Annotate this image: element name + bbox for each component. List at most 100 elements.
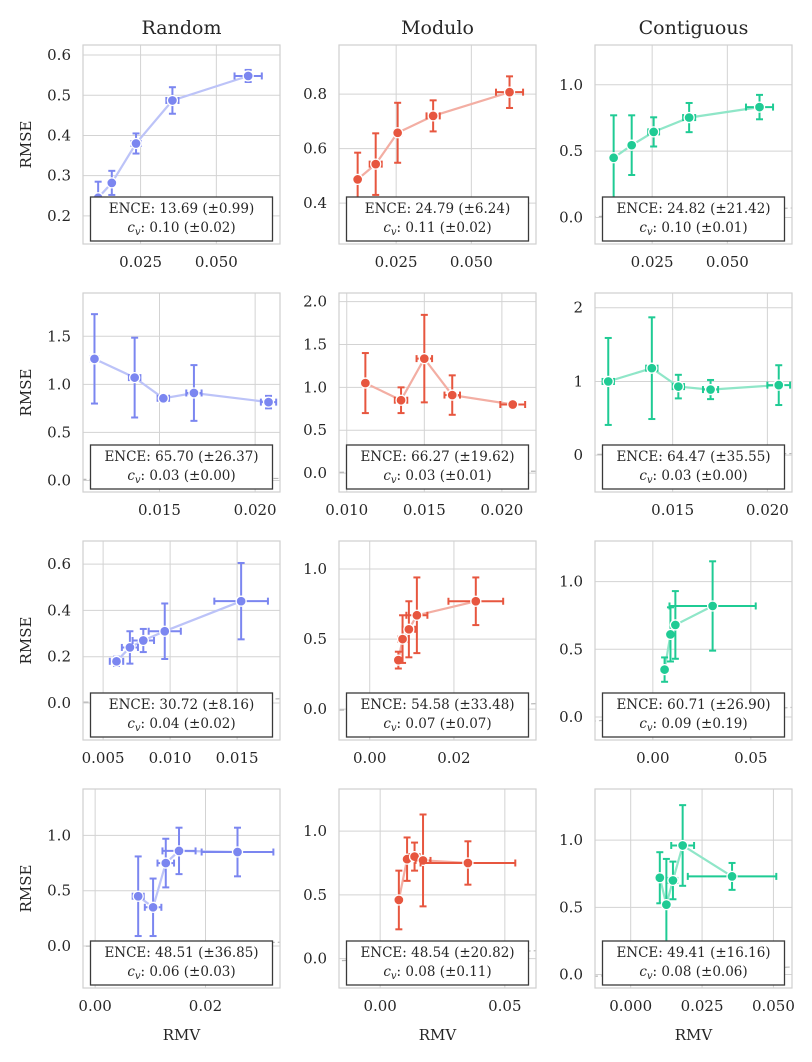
metrics-annotation: ENCE: 64.47 (±35.55) cv: 0.03 (±0.00): [601, 444, 786, 490]
ence-value: ENCE: 54.58 (±33.48): [360, 697, 514, 713]
y-tick-label: 1.0: [559, 831, 583, 849]
annotation-box: [601, 692, 786, 738]
y-tick-label: 1.0: [303, 560, 327, 578]
y-tick-label: 1.0: [47, 826, 71, 844]
cv-number: 0.04 (±0.02): [149, 716, 235, 732]
data-point: [507, 398, 519, 411]
plot-content: [351, 75, 525, 208]
x-tick-label: 0.00: [636, 749, 669, 767]
axes-frame: [82, 292, 281, 493]
x-tick-label: 0.02: [437, 749, 470, 767]
y-tick-label: 0.4: [47, 601, 71, 619]
y-tick-label: 0.5: [47, 423, 71, 441]
subplot-panel: 0.025 0.050 0.2 0.3 0.4 0.5 0.6 ENCE: 13.69 (±0…: [47, 44, 281, 271]
ence-value: ENCE: 48.51 (±36.85): [104, 945, 258, 961]
data-point: [446, 389, 458, 401]
y-tick-label: 0.2: [47, 648, 71, 666]
data-point: [242, 70, 254, 82]
y-tick-label: 0.0: [47, 694, 71, 712]
y-tick-label: 0.0: [303, 464, 327, 482]
cv-value: cv: 0.11 (±0.02): [383, 220, 491, 238]
data-point: [395, 394, 407, 406]
annotation-box: [601, 444, 786, 490]
plot-content: [339, 313, 536, 473]
cv-number: 0.03 (±0.01): [405, 468, 491, 484]
x-tick-label: 0.015: [216, 749, 259, 767]
y-tick-label: 1.0: [559, 573, 583, 591]
y-tick-label: 0.8: [303, 85, 327, 103]
data-point: [672, 380, 684, 393]
y-tick-label: 0.6: [47, 46, 71, 64]
data-point: [654, 872, 666, 884]
y-tick-label: 0.6: [47, 555, 71, 573]
y-tick-label: 0.6: [303, 140, 327, 158]
cv-number: 0.08 (±0.11): [405, 964, 491, 980]
axes-frame: [594, 788, 793, 989]
subplot-panel: 0.00 0.05 0.0 0.5 1.0 ENCE: 48.54 (±20.82) cv:…: [303, 788, 537, 1015]
cv-number: 0.10 (±0.02): [149, 220, 235, 236]
x-tick-label: 0.05: [734, 749, 767, 767]
x-axis-label: RMV: [675, 1026, 714, 1044]
y-tick-label: 1.5: [47, 327, 71, 345]
cv-value: cv: 0.07 (±0.07): [383, 716, 491, 734]
data-point: [664, 628, 677, 641]
metrics-annotation: ENCE: 24.82 (±21.42) cv: 0.10 (±0.01): [601, 196, 786, 242]
plot-content: [595, 560, 792, 722]
metrics-annotation: ENCE: 54.58 (±33.48) cv: 0.07 (±0.07): [345, 692, 530, 738]
ence-value: ENCE: 60.71 (±26.90): [616, 697, 770, 713]
subplot-panel: 0.025 0.050 0.4 0.6 0.8 ENCE: 24.79 (±6.24) cv…: [303, 44, 537, 271]
x-tick-label: 0.010: [149, 749, 192, 767]
axes-frame: [338, 788, 537, 989]
x-tick-label: 0.050: [706, 253, 749, 271]
data-point: [660, 898, 673, 911]
plot-content: [83, 561, 280, 703]
cv-number: 0.11 (±0.02): [405, 220, 491, 236]
ence-value: ENCE: 49.41 (±16.16): [616, 945, 770, 961]
y-axis-label: RMSE: [17, 617, 35, 665]
ence-value: ENCE: 65.70 (±26.37): [104, 449, 258, 465]
data-point: [262, 396, 275, 408]
data-point: [110, 655, 123, 667]
x-tick-label: 0.020: [746, 501, 789, 519]
data-point: [706, 600, 719, 612]
x-tick-label: 0.025: [631, 253, 674, 271]
plot-content: [92, 68, 263, 215]
subplot-panel: 0.00 0.02 0.0 0.5 1.0 ENCE: 48.51 (±36.85) cv:…: [47, 788, 281, 1015]
cv-number: 0.03 (±0.00): [661, 468, 747, 484]
subplot-panel: 0.005 0.010 0.015 0.0 0.2 0.4 0.6 ENCE: 30.72 (…: [47, 540, 281, 767]
axes-frame: [82, 540, 281, 741]
axes-frame: [338, 540, 537, 741]
plot-content: [595, 316, 792, 455]
y-tick-label: 0.5: [47, 86, 71, 104]
x-tick-label: 0.00: [353, 749, 386, 767]
x-tick-label: 0.00: [78, 997, 111, 1015]
ence-value: ENCE: 30.72 (±8.16): [109, 697, 255, 713]
data-point: [173, 845, 185, 857]
data-point: [677, 839, 689, 852]
data-point: [647, 126, 660, 138]
data-point: [683, 111, 695, 124]
data-point: [646, 362, 658, 374]
x-tick-label: 0.000: [609, 997, 652, 1015]
subplot-panel: 0.010 0.015 0.020 0.0 0.5 1.0 1.5 2.0 ENCE: 66.2…: [303, 292, 537, 519]
cv-value: cv: 0.09 (±0.19): [639, 716, 747, 734]
axes-frame: [82, 788, 281, 989]
data-point: [391, 127, 404, 139]
axes-frame: [594, 540, 793, 741]
x-tick-label: 0.010: [325, 501, 368, 519]
cv-number: 0.07 (±0.07): [405, 716, 491, 732]
ence-value: ENCE: 66.27 (±19.62): [360, 449, 514, 465]
ence-value: ENCE: 48.54 (±20.82): [360, 945, 514, 961]
data-point: [411, 609, 423, 621]
metrics-annotation: ENCE: 48.54 (±20.82) cv: 0.08 (±0.11): [345, 940, 530, 986]
y-tick-label: 0.5: [47, 882, 71, 900]
data-point: [503, 86, 516, 98]
cv-number: 0.06 (±0.03): [149, 964, 235, 980]
data-point: [726, 870, 738, 883]
data-point: [669, 619, 682, 631]
data-point: [393, 894, 405, 906]
subplot-panel: 0.00 0.02 0.0 0.5 1.0 ENCE: 54.58 (±33.48) cv:…: [303, 540, 537, 767]
data-point: [235, 595, 247, 607]
data-point: [602, 375, 614, 388]
